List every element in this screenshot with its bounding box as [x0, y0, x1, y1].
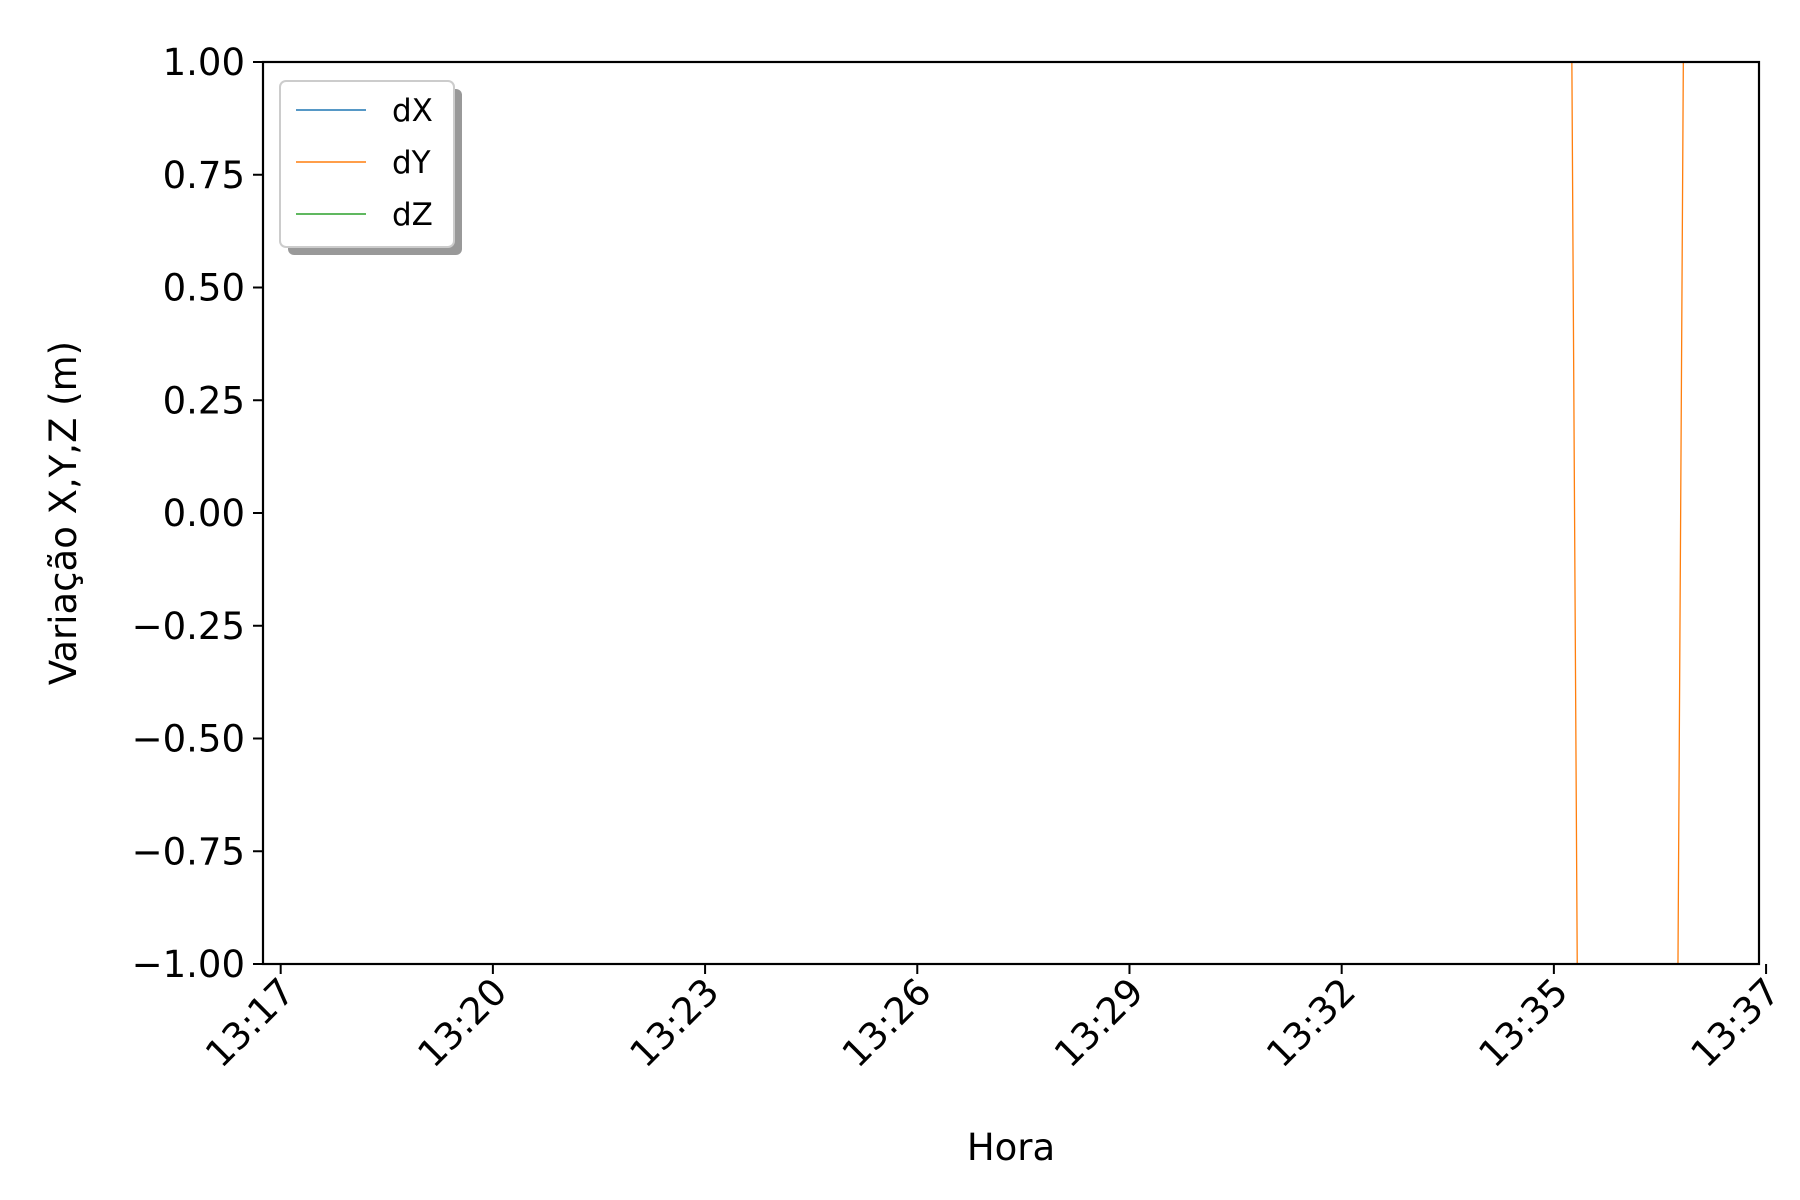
y-tick-label: 0.25 — [163, 379, 245, 422]
y-tick-label: −0.75 — [132, 830, 245, 873]
y-tick-label: 1.00 — [163, 41, 245, 84]
y-tick-label: −0.25 — [132, 605, 245, 648]
legend-label-dy: dY — [392, 145, 431, 181]
y-tick-label: 0.75 — [163, 154, 245, 197]
y-tick-label: −1.00 — [132, 943, 245, 986]
legend-label-dx: dX — [392, 93, 433, 129]
y-axis-label: Variação X,Y,Z (m) — [42, 341, 85, 685]
series-layer — [1571, 62, 1684, 964]
y-tick-label: 0.50 — [163, 267, 245, 310]
series-line-dy — [1571, 62, 1684, 964]
y-axis: 1.00 0.75 0.50 0.25 0.00 −0.25 −0.50 −0.75 −1.00 — [132, 41, 263, 986]
y-tick-label: 0.00 — [163, 492, 245, 535]
x-axis-label: Hora — [967, 1126, 1055, 1169]
legend-label-dz: dZ — [392, 197, 433, 233]
y-tick-label: −0.50 — [132, 718, 245, 761]
legend-box — [279, 80, 455, 248]
legend: dX dY dZ — [279, 80, 462, 255]
